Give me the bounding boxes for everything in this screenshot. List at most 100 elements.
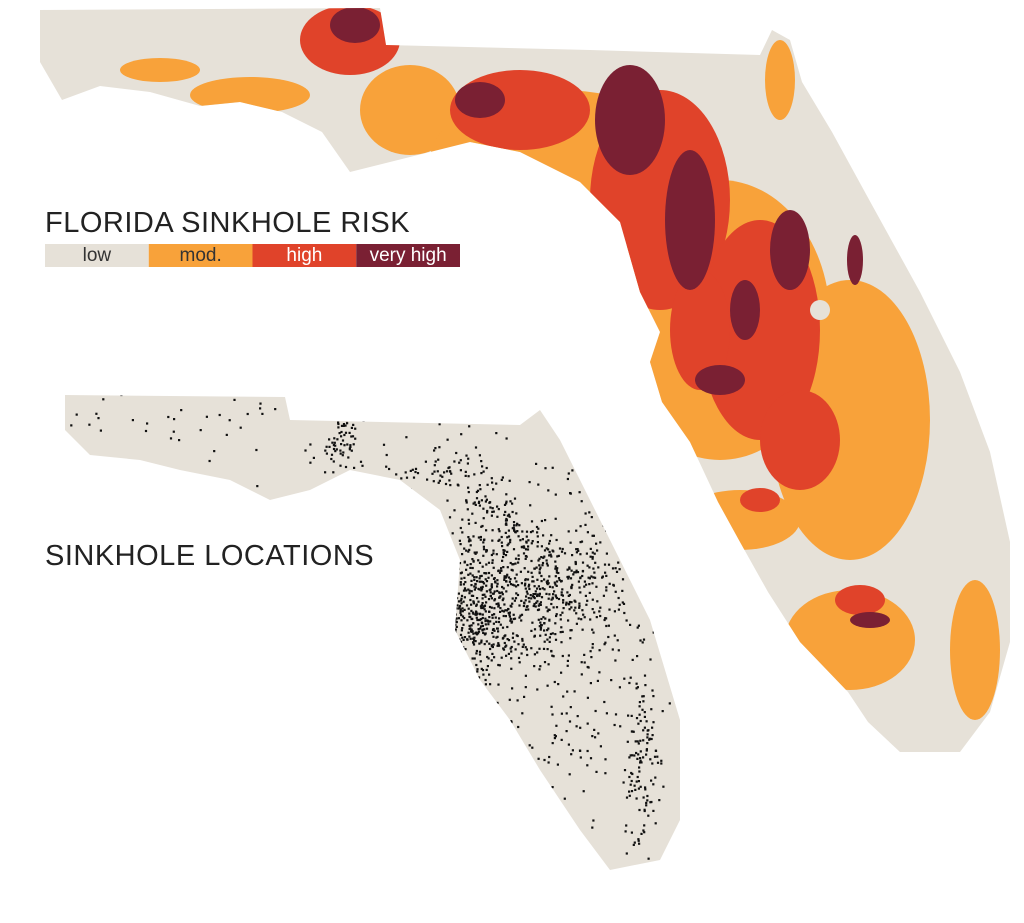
dot bbox=[500, 478, 503, 481]
dot bbox=[484, 623, 487, 626]
dot bbox=[70, 424, 73, 427]
dot bbox=[506, 536, 509, 539]
dot bbox=[641, 708, 644, 711]
dot bbox=[461, 610, 464, 613]
dot bbox=[480, 574, 483, 577]
dot bbox=[585, 583, 588, 586]
dot bbox=[566, 568, 569, 571]
dot bbox=[646, 794, 649, 798]
dot bbox=[603, 563, 607, 566]
dot bbox=[385, 453, 388, 457]
dot bbox=[439, 474, 442, 477]
dot bbox=[517, 656, 521, 659]
dot bbox=[481, 593, 484, 596]
dot bbox=[464, 470, 467, 473]
dot bbox=[487, 657, 490, 660]
dot bbox=[208, 459, 211, 463]
dot bbox=[642, 695, 645, 698]
dot bbox=[517, 561, 520, 564]
dot bbox=[483, 628, 486, 631]
dot bbox=[459, 572, 462, 575]
dot bbox=[425, 418, 429, 421]
dot bbox=[352, 423, 355, 426]
dot bbox=[458, 562, 462, 565]
dot bbox=[528, 744, 531, 747]
dot bbox=[586, 531, 589, 534]
dot bbox=[517, 725, 520, 729]
dot bbox=[633, 784, 636, 787]
dot bbox=[502, 549, 505, 552]
dot bbox=[591, 826, 594, 829]
dot bbox=[455, 617, 458, 620]
dot bbox=[525, 595, 528, 598]
dot bbox=[608, 446, 611, 450]
dot bbox=[423, 607, 426, 610]
dot bbox=[490, 553, 493, 557]
dot bbox=[640, 761, 643, 764]
dot bbox=[513, 577, 517, 580]
dot bbox=[560, 550, 564, 553]
dot bbox=[514, 531, 517, 534]
dot bbox=[441, 581, 444, 584]
dot bbox=[437, 458, 440, 461]
dot bbox=[607, 624, 610, 627]
dot bbox=[457, 567, 460, 570]
dot bbox=[475, 632, 478, 635]
dot bbox=[553, 590, 556, 593]
dot bbox=[382, 443, 386, 446]
dot bbox=[515, 573, 518, 576]
dot bbox=[454, 565, 457, 568]
dot bbox=[481, 624, 484, 628]
dot bbox=[447, 632, 450, 635]
dot bbox=[342, 423, 346, 426]
dot bbox=[554, 567, 557, 570]
dot bbox=[543, 884, 545, 886]
dot bbox=[490, 477, 493, 480]
dot bbox=[497, 683, 500, 686]
dot bbox=[510, 657, 513, 660]
dot bbox=[514, 557, 518, 560]
dot bbox=[452, 621, 455, 624]
dot bbox=[346, 443, 349, 446]
dot bbox=[503, 549, 506, 552]
dot bbox=[572, 573, 575, 576]
dot bbox=[416, 571, 419, 574]
dot bbox=[515, 580, 518, 583]
dot bbox=[476, 618, 479, 622]
dot bbox=[644, 786, 647, 789]
dot bbox=[474, 640, 477, 643]
dot bbox=[442, 582, 445, 585]
dot bbox=[622, 602, 626, 605]
dot bbox=[652, 809, 655, 812]
dot bbox=[481, 613, 484, 616]
dot bbox=[479, 575, 482, 578]
dot bbox=[474, 583, 477, 586]
dot bbox=[347, 456, 350, 459]
dot bbox=[446, 559, 449, 562]
dot bbox=[550, 602, 553, 606]
dot bbox=[637, 562, 641, 565]
dot bbox=[490, 606, 493, 609]
dot bbox=[480, 606, 483, 610]
dot bbox=[334, 450, 337, 453]
dot bbox=[485, 668, 488, 671]
dot bbox=[502, 587, 505, 590]
dot bbox=[459, 608, 462, 611]
dot bbox=[460, 619, 463, 622]
dot bbox=[478, 500, 481, 503]
dot bbox=[473, 578, 476, 581]
dot bbox=[455, 578, 458, 581]
dot bbox=[491, 539, 494, 542]
dot bbox=[337, 426, 340, 429]
dot bbox=[649, 879, 651, 881]
dot bbox=[549, 632, 552, 636]
dot bbox=[172, 430, 175, 433]
dot bbox=[336, 438, 339, 441]
dot bbox=[520, 545, 523, 548]
dot bbox=[575, 551, 578, 554]
dot bbox=[524, 579, 527, 582]
dot bbox=[469, 544, 472, 547]
dot bbox=[454, 569, 457, 572]
dot bbox=[444, 657, 447, 660]
dot bbox=[550, 534, 553, 537]
